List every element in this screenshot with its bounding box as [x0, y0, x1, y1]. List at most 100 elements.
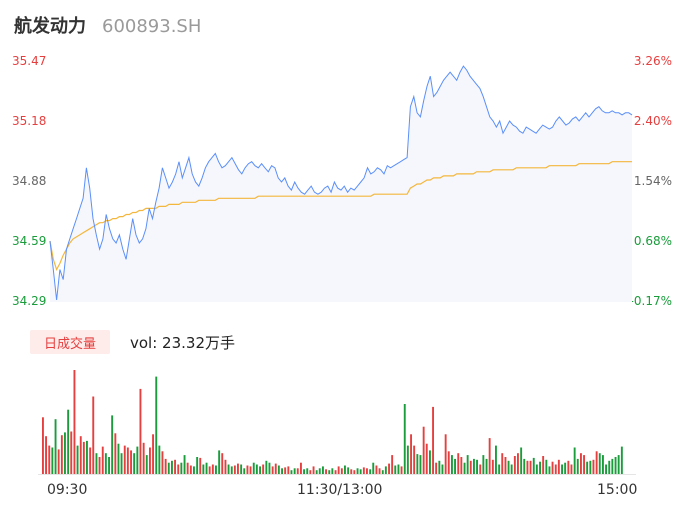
volume-bar — [252, 462, 255, 474]
volume-bar — [180, 462, 183, 474]
volume-bar — [196, 457, 199, 474]
volume-bar — [451, 455, 453, 474]
price-tick-label: 35.18 — [12, 114, 47, 128]
volume-bar — [73, 370, 76, 474]
volume-bar — [488, 438, 491, 474]
volume-bar — [293, 468, 296, 474]
volume-bar — [482, 455, 485, 474]
volume-bar — [64, 432, 66, 474]
volume-bar — [344, 465, 346, 474]
price-tick-label: 34.59 — [12, 234, 47, 248]
volume-bar — [123, 445, 126, 474]
volume-bar — [120, 453, 123, 474]
volume-bar — [476, 459, 478, 474]
volume-bar — [230, 466, 233, 474]
volume-bar — [532, 457, 535, 474]
stock-code: 600893.SH — [102, 16, 202, 37]
volume-bar — [95, 453, 98, 474]
volume-bar — [133, 453, 136, 474]
volume-bar — [199, 457, 202, 474]
volume-bar — [614, 457, 617, 474]
volume-bar — [564, 462, 567, 474]
volume-bar — [208, 466, 211, 474]
volume-bar — [350, 469, 353, 474]
volume-bar — [580, 453, 582, 474]
volume-bar — [573, 447, 576, 474]
price-line — [49, 65, 633, 301]
volume-bar — [202, 464, 205, 474]
volume-bar — [498, 464, 501, 474]
volume-bar — [79, 436, 82, 474]
avg-price-line — [49, 161, 632, 272]
volume-bar — [211, 464, 214, 474]
volume-bar — [457, 453, 460, 474]
volume-bar — [605, 464, 607, 474]
pct-tick-label: -0.17% — [629, 294, 672, 308]
volume-bar — [413, 445, 416, 474]
volume-bar — [233, 465, 236, 474]
volume-bar — [186, 462, 189, 474]
pct-tick-label: 0.68% — [633, 234, 672, 248]
volume-bar — [561, 464, 563, 474]
volume-bar — [495, 445, 497, 474]
volume-tab[interactable]: 日成交量 — [30, 330, 110, 354]
volume-bar — [60, 435, 63, 474]
volume-bar — [542, 456, 545, 474]
volume-bar — [419, 455, 422, 474]
volume-bar — [300, 462, 302, 474]
volume-bar — [224, 459, 227, 474]
volume-bar — [460, 457, 463, 474]
volume-bar — [454, 458, 456, 474]
volume-bar — [422, 426, 425, 474]
volume-bar — [265, 460, 268, 474]
volume-bar — [523, 458, 526, 474]
volume-bar — [149, 447, 151, 474]
volume-bar — [570, 464, 573, 474]
pct-tick-label: 1.54% — [633, 174, 672, 188]
volume-bar — [139, 388, 142, 474]
time-tick-label: 15:00 — [597, 482, 638, 498]
volume-bar — [325, 469, 327, 474]
volume-bar — [381, 470, 384, 474]
volume-bar — [240, 464, 243, 474]
volume-bar — [501, 453, 504, 474]
volume-bar — [598, 453, 601, 474]
volume-bar — [306, 468, 309, 474]
volume-bar — [529, 460, 532, 474]
volume-bar — [114, 433, 117, 474]
volume-bar — [340, 468, 343, 474]
volume-bar — [271, 466, 274, 474]
volume-bar — [296, 468, 299, 474]
volume-bar — [334, 470, 337, 474]
volume-bar — [617, 455, 620, 474]
volume-bar — [152, 434, 154, 474]
volume-bar — [70, 431, 73, 474]
volume-bar — [215, 465, 217, 474]
volume-bar — [136, 446, 139, 474]
volume-bar — [378, 468, 381, 474]
volume-bar — [337, 466, 340, 474]
volume-bar — [479, 464, 482, 474]
volume-bar — [403, 404, 406, 474]
volume-bar — [281, 468, 283, 474]
volume-bar — [394, 465, 397, 474]
volume-bar — [290, 470, 293, 474]
volume-bar — [246, 465, 249, 474]
volume-bar — [111, 415, 114, 474]
pct-tick-label: 2.40% — [633, 114, 672, 128]
price-tick-label: 34.29 — [12, 294, 47, 308]
volume-bar — [117, 443, 120, 474]
price-tick-label: 35.47 — [12, 54, 47, 68]
volume-bar — [611, 458, 614, 474]
volume-bar — [284, 467, 287, 474]
volume-bar — [259, 466, 261, 474]
volume-bar — [42, 417, 44, 474]
volume-bar — [76, 445, 79, 474]
volume-bar — [249, 466, 252, 474]
volume-bar — [237, 463, 239, 474]
volume-bar — [104, 453, 107, 474]
volume-bar — [262, 464, 265, 474]
volume-bar — [171, 460, 173, 474]
volume-bar — [86, 440, 88, 474]
